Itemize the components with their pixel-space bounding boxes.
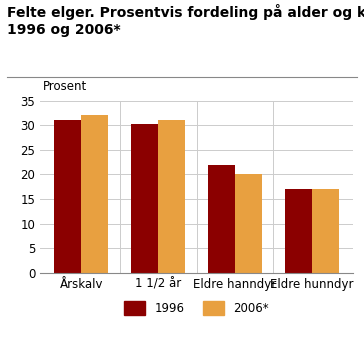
Text: Felte elger. Prosentvis fordeling på alder og kjønn.
1996 og 2006*: Felte elger. Prosentvis fordeling på ald… — [7, 4, 364, 37]
Bar — [285, 189, 312, 273]
Bar — [81, 115, 108, 273]
Bar — [312, 189, 339, 273]
Text: Prosent: Prosent — [43, 80, 87, 93]
Bar — [208, 164, 235, 273]
Bar — [131, 124, 158, 273]
Bar — [158, 120, 185, 273]
Bar — [54, 120, 81, 273]
Legend: 1996, 2006*: 1996, 2006* — [120, 297, 273, 319]
Bar — [235, 174, 262, 273]
